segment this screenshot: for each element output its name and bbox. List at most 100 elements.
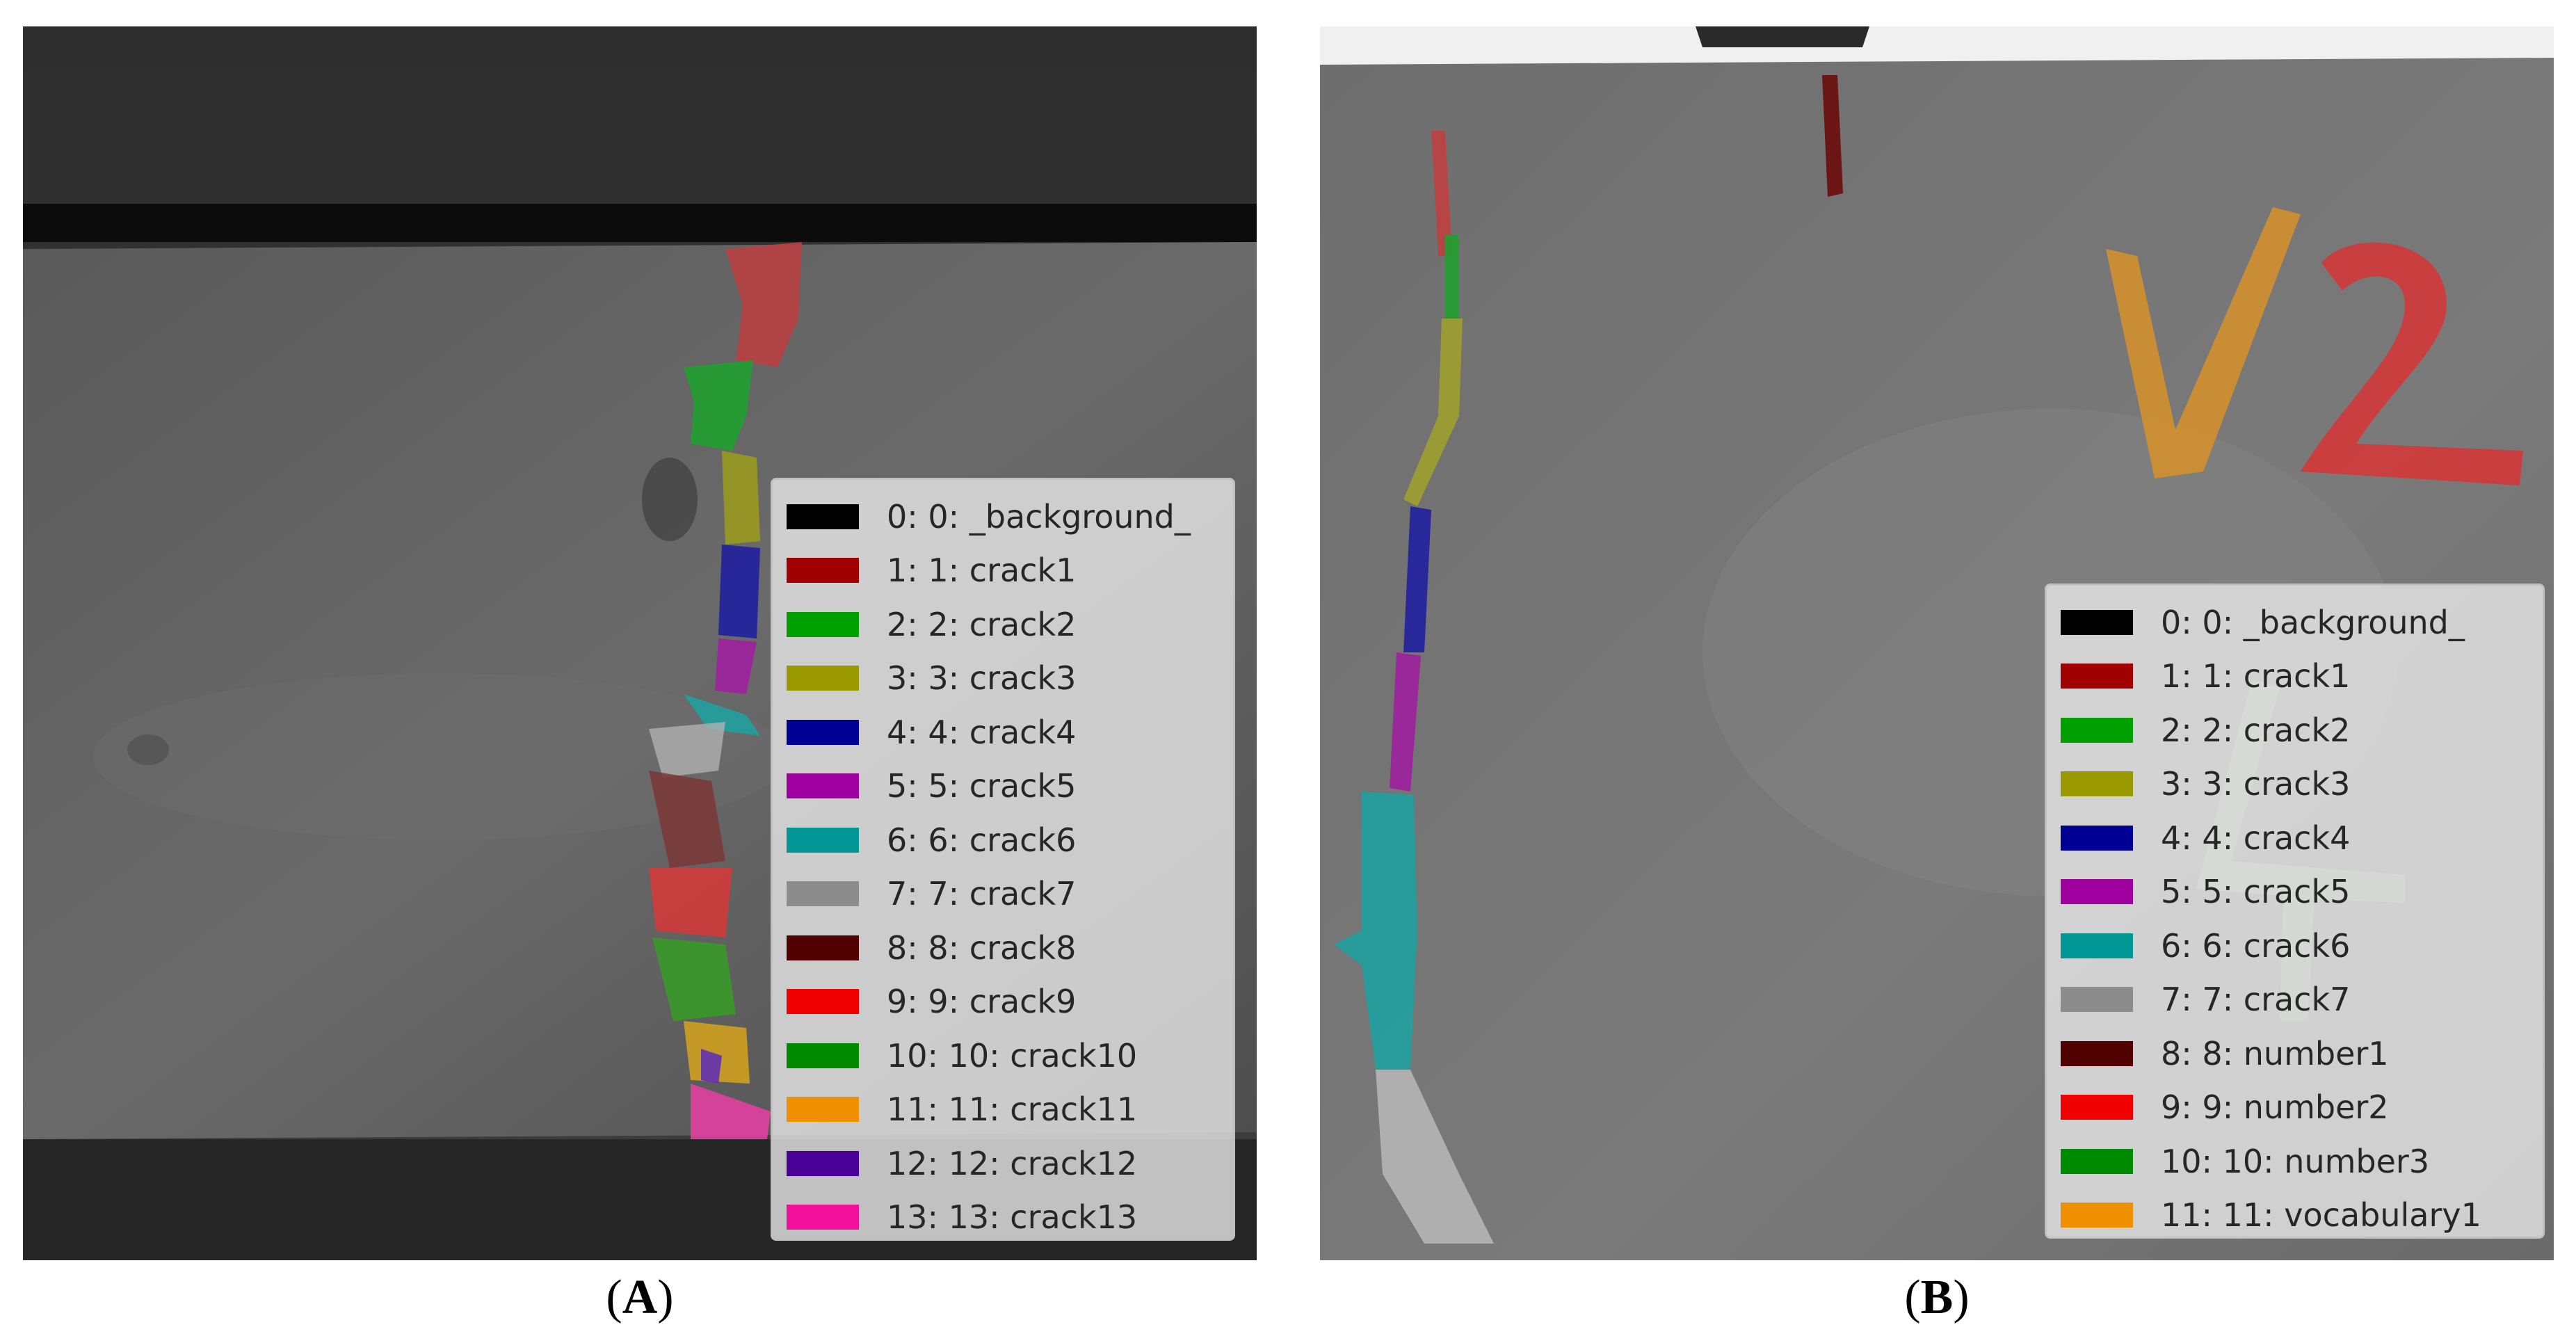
panel-b-image: 0: 0: _background_ 1: 1: crack1 2: 2: cr… [1320, 26, 2554, 1260]
legend-label: 7: 7: crack7 [887, 875, 1077, 913]
crack9-mask [649, 868, 732, 938]
legend-b-row: 7: 7: crack7 [2061, 973, 2529, 1027]
legend-b-row: 8: 8: number1 [2061, 1027, 2529, 1081]
legend-label: 11: 11: vocabulary1 [2161, 1196, 2481, 1235]
legend-b-row: 0: 0: _background_ [2061, 595, 2529, 650]
legend-swatch [2061, 1148, 2133, 1174]
crack10-mask [652, 938, 736, 1021]
legend-label: 4: 4: crack4 [887, 713, 1077, 751]
legend-label: 5: 5: crack5 [2161, 873, 2351, 911]
legend-a-row: 1: 1: crack1 [787, 544, 1219, 598]
legend-label: 0: 0: _background_ [2161, 603, 2465, 641]
legend-label: 5: 5: crack5 [887, 767, 1077, 805]
legend-swatch [2061, 664, 2133, 689]
legend-swatch [787, 827, 859, 853]
legend-swatch [787, 1205, 859, 1230]
vocabulary1-mask [2106, 207, 2301, 479]
legend-swatch [2061, 609, 2133, 635]
legend-a-row: 10: 10: crack10 [787, 1029, 1219, 1083]
legend-label: 4: 4: crack4 [2161, 819, 2351, 857]
legend-b-row: 2: 2: crack2 [2061, 703, 2529, 757]
legend-label: 12: 12: crack12 [887, 1144, 1138, 1182]
crack5-mask [715, 638, 757, 694]
legend-swatch [2061, 879, 2133, 905]
legend-swatch [2061, 1040, 2133, 1066]
number2-mask [2301, 242, 2523, 485]
legend-b-row: 11: 11: vocabulary1 [2061, 1189, 2529, 1243]
crack5-mask [1390, 652, 1421, 791]
crack6-mask [684, 694, 760, 736]
number1-mask [1822, 75, 1843, 197]
legend-swatch [2061, 987, 2133, 1013]
legend-label: 1: 1: crack1 [2161, 657, 2351, 695]
crack7-mask [649, 722, 725, 778]
crack4-mask [1403, 506, 1431, 652]
legend-label: 9: 9: number2 [2161, 1088, 2389, 1127]
legend-label: 6: 6: crack6 [887, 821, 1077, 859]
legend-label: 1: 1: crack1 [887, 552, 1077, 590]
legend-b-row: 4: 4: crack4 [2061, 811, 2529, 865]
legend-label: 10: 10: number3 [2161, 1142, 2430, 1180]
panel-a-caption: (A) [606, 1271, 674, 1324]
legend-label: 3: 3: crack3 [2161, 765, 2351, 803]
legend-swatch [787, 773, 859, 799]
legend-a-row: 13: 13: crack13 [787, 1191, 1219, 1245]
legend-swatch [787, 611, 859, 637]
legend-a: 0: 0: _background_ 1: 1: crack1 2: 2: cr… [771, 478, 1235, 1241]
legend-b-row: 3: 3: crack3 [2061, 757, 2529, 812]
legend-b-row: 10: 10: number3 [2061, 1134, 2529, 1189]
legend-label: 8: 8: crack8 [887, 928, 1077, 967]
crack2-mask [684, 360, 753, 451]
legend-a-row: 3: 3: crack3 [787, 652, 1219, 706]
panel-a-image: 0: 0: _background_ 1: 1: crack1 2: 2: cr… [23, 26, 1257, 1260]
legend-label: 13: 13: crack13 [887, 1198, 1138, 1237]
legend-label: 10: 10: crack10 [887, 1036, 1138, 1075]
crack7-mask [1376, 1070, 1494, 1244]
legend-label: 8: 8: number1 [2161, 1034, 2389, 1072]
crack12-mask [701, 1049, 722, 1084]
legend-swatch [2061, 717, 2133, 743]
dark-edge-strip [23, 204, 1257, 242]
legend-swatch [2061, 933, 2133, 958]
legend-swatch [787, 666, 859, 691]
legend-swatch [2061, 771, 2133, 797]
legend-swatch [787, 1097, 859, 1123]
legend-a-row: 9: 9: crack9 [787, 975, 1219, 1029]
legend-a-row: 6: 6: crack6 [787, 813, 1219, 867]
crack13-mask [691, 1084, 771, 1139]
crack4-mask [718, 545, 760, 638]
legend-label: 6: 6: crack6 [2161, 926, 2351, 965]
crack1-mask [1431, 131, 1452, 256]
crack6-mask [1334, 791, 1417, 1070]
legend-a-row: 4: 4: crack4 [787, 705, 1219, 759]
legend-swatch [2061, 1095, 2133, 1120]
legend-swatch [2061, 1203, 2133, 1228]
legend-b: 0: 0: _background_ 1: 1: crack1 2: 2: cr… [2045, 584, 2545, 1239]
legend-a-row: 5: 5: crack5 [787, 759, 1219, 814]
legend-swatch [787, 1150, 859, 1176]
legend-label: 0: 0: _background_ [887, 497, 1191, 536]
legend-b-row: 1: 1: crack1 [2061, 650, 2529, 704]
legend-label: 2: 2: crack2 [2161, 711, 2351, 749]
legend-swatch [787, 935, 859, 960]
load-head [1696, 26, 1869, 47]
legend-a-row: 0: 0: _background_ [787, 490, 1219, 544]
crack8-mask [649, 771, 725, 868]
legend-b-row: 5: 5: crack5 [2061, 865, 2529, 919]
legend-swatch [787, 558, 859, 584]
legend-a-row: 8: 8: crack8 [787, 921, 1219, 975]
legend-a-row: 7: 7: crack7 [787, 867, 1219, 922]
legend-swatch [2061, 825, 2133, 851]
crack2-mask [1445, 235, 1459, 319]
legend-label: 2: 2: crack2 [887, 605, 1077, 643]
legend-a-row: 2: 2: crack2 [787, 597, 1219, 652]
crack3-mask [1403, 319, 1463, 506]
crack3-mask [722, 451, 760, 545]
legend-swatch [787, 1043, 859, 1068]
legend-swatch [787, 719, 859, 745]
legend-label: 11: 11: crack11 [887, 1091, 1138, 1129]
legend-swatch [787, 989, 859, 1015]
legend-label: 9: 9: crack9 [887, 983, 1077, 1021]
legend-swatch [787, 881, 859, 907]
legend-label: 7: 7: crack7 [2161, 981, 2351, 1019]
